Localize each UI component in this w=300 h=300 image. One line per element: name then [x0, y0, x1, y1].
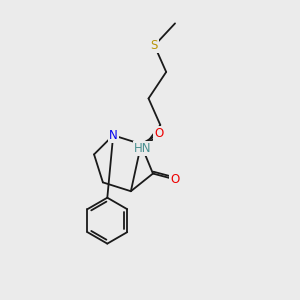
Text: HN: HN [134, 142, 152, 155]
Text: S: S [151, 39, 158, 52]
Text: O: O [170, 173, 180, 186]
Text: O: O [154, 127, 164, 140]
Text: N: N [109, 129, 118, 142]
